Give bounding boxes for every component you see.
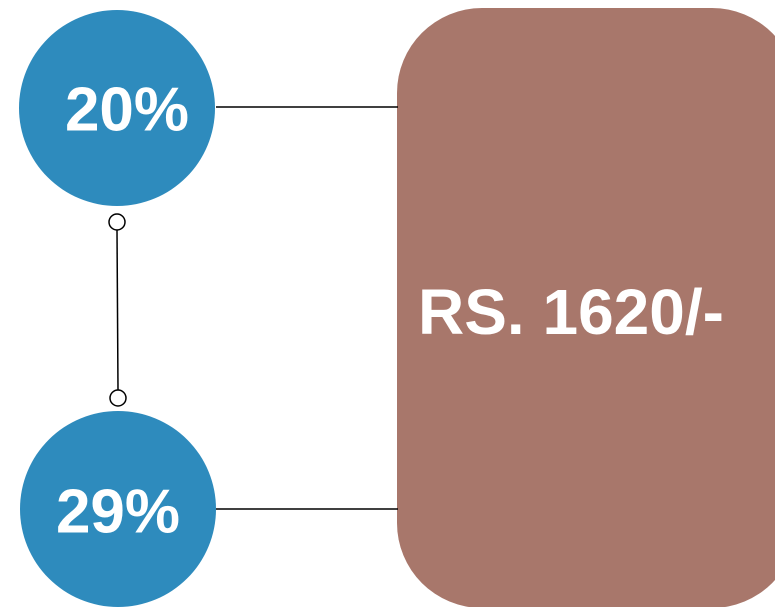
node-circle xyxy=(20,411,216,607)
connector-end xyxy=(108,213,126,231)
connector xyxy=(116,229,119,391)
node-label: 20% xyxy=(65,76,189,145)
node-label: 29% xyxy=(56,478,180,547)
box-label: RS. 1620/- xyxy=(418,276,724,348)
total-box xyxy=(397,8,775,608)
connector-end xyxy=(109,389,127,407)
node-circle xyxy=(19,10,215,206)
